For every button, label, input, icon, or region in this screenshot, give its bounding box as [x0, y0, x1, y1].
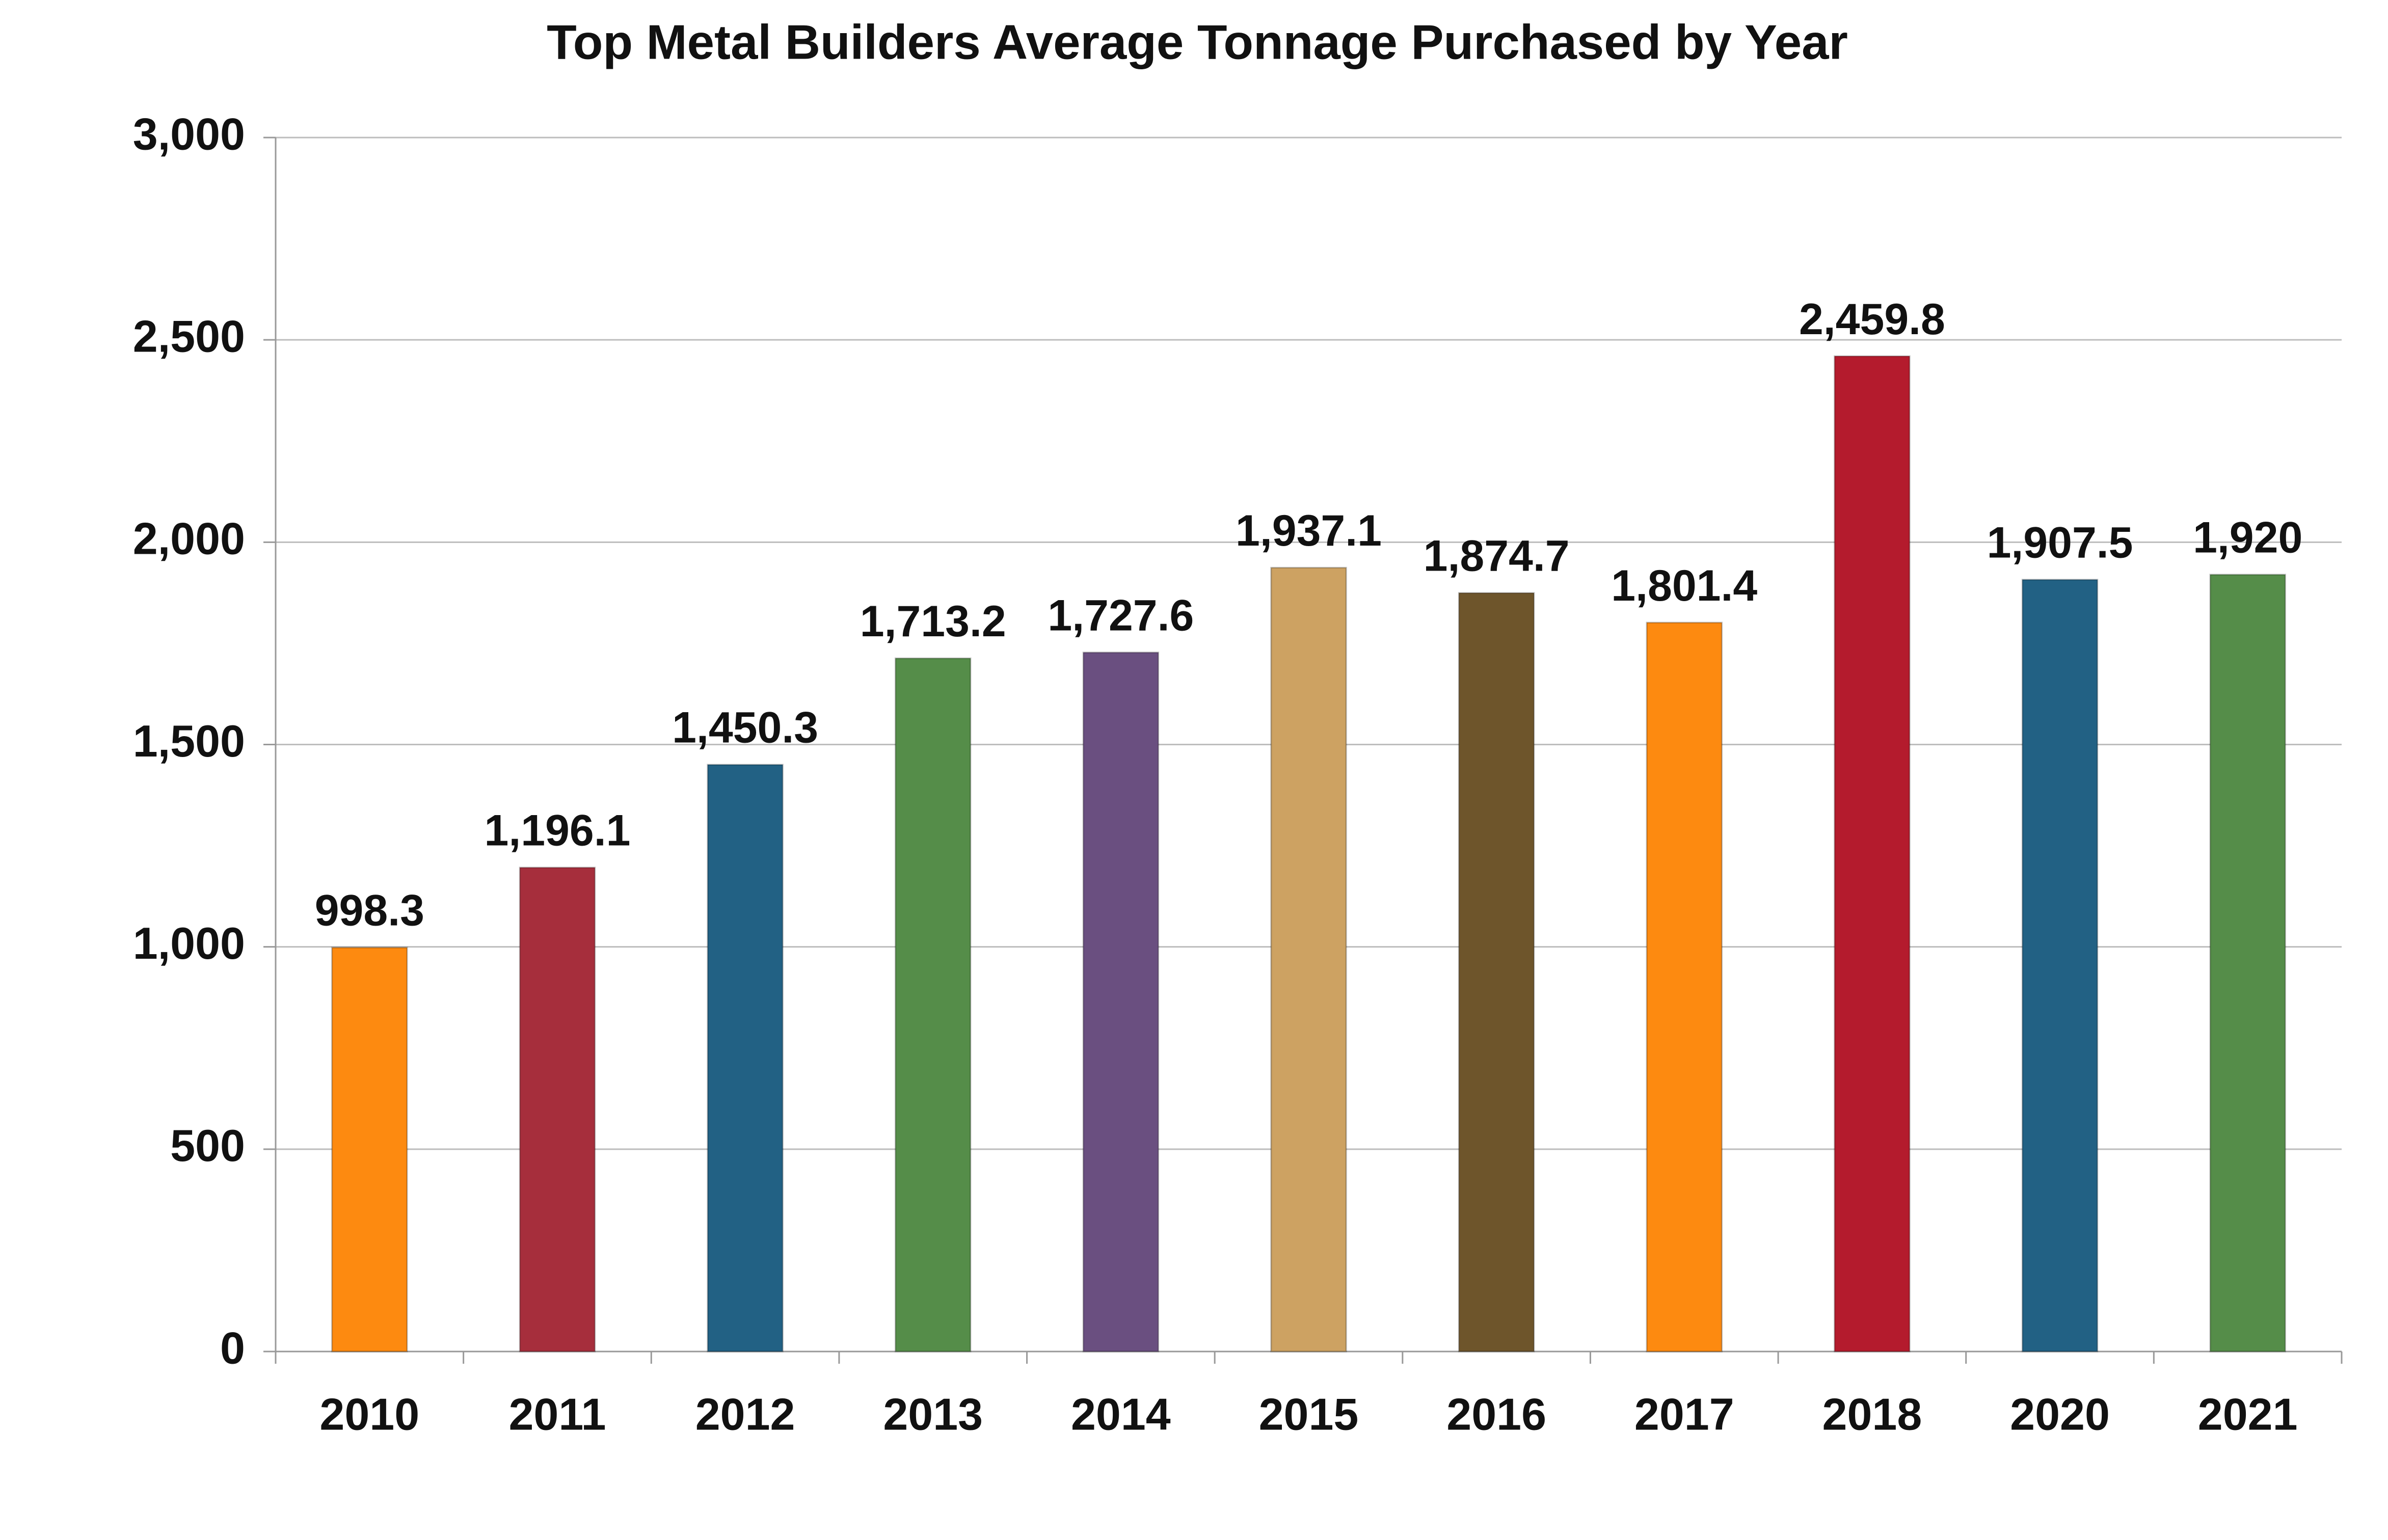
x-tick-label: 2018	[1822, 1389, 1922, 1439]
x-tick-label: 2017	[1634, 1389, 1734, 1439]
y-tick-label: 3,000	[133, 109, 245, 159]
bar	[707, 764, 784, 1353]
y-tick-label: 2,000	[133, 514, 245, 564]
y-tick-label: 1,000	[133, 918, 245, 968]
chart-title: Top Metal Builders Average Tonnage Purch…	[547, 15, 1848, 69]
bar	[1082, 652, 1160, 1353]
y-tick-label: 0	[220, 1322, 245, 1373]
bar	[1458, 592, 1535, 1353]
x-tick-label: 2016	[1446, 1389, 1546, 1439]
x-tick-label: 2012	[695, 1389, 795, 1439]
value-label: 1,727.6	[1048, 591, 1194, 640]
value-label: 1,874.7	[1424, 532, 1570, 581]
x-tick-label: 2020	[2010, 1389, 2110, 1439]
x-tick-label: 2013	[883, 1389, 983, 1439]
x-tick-label: 2015	[1259, 1389, 1359, 1439]
x-tick-label: 2011	[508, 1389, 606, 1439]
bar	[895, 657, 972, 1353]
x-tick-label: 2010	[319, 1389, 419, 1439]
y-tick-label: 1,500	[133, 716, 245, 766]
value-label: 1,713.2	[860, 597, 1006, 646]
value-label: 1,196.1	[484, 806, 630, 855]
bar	[2209, 574, 2286, 1353]
value-label: 1,907.5	[1987, 519, 2133, 568]
bar	[1834, 355, 1911, 1353]
bar	[1270, 566, 1347, 1353]
bar	[331, 947, 408, 1353]
value-label: 998.3	[315, 886, 424, 935]
x-tick-label: 2014	[1071, 1389, 1171, 1439]
y-tick-label: 2,500	[133, 311, 245, 361]
value-label: 1,801.4	[1611, 561, 1757, 610]
bar	[519, 867, 596, 1353]
x-tick-label: 2021	[2198, 1389, 2298, 1439]
value-label: 1,450.3	[672, 704, 818, 752]
value-label: 1,920	[2193, 514, 2302, 562]
y-tick-label: 500	[170, 1120, 245, 1171]
bar	[2021, 579, 2099, 1353]
bar	[1646, 622, 1723, 1353]
value-label: 1,937.1	[1236, 506, 1382, 555]
value-label: 2,459.8	[1799, 295, 1945, 344]
